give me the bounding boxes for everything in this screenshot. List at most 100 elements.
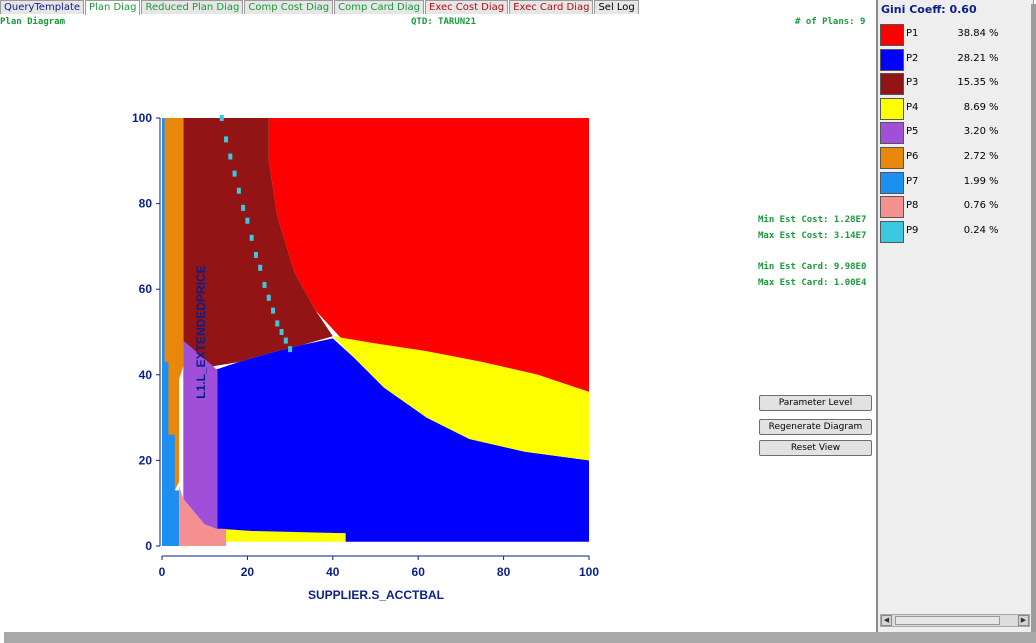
legend-swatch xyxy=(880,171,904,194)
legend-swatch xyxy=(880,196,904,219)
y-tick-label: 20 xyxy=(139,453,153,467)
legend-item-p6[interactable]: P6 2.72% xyxy=(880,147,1030,169)
plan-region-p3 xyxy=(183,118,333,367)
y-tick-label: 0 xyxy=(145,539,152,553)
scroll-left-icon[interactable]: ◀ xyxy=(881,615,892,626)
plan-region-p9-point xyxy=(224,136,229,143)
plan-region-p9-point xyxy=(258,264,263,271)
plan-region-p9-point xyxy=(245,217,250,224)
diagram-title: Plan Diagram xyxy=(0,17,66,27)
parameter-level-button[interactable]: Parameter Level xyxy=(759,395,872,411)
legend-plan-percentage: 28.21 xyxy=(957,52,986,64)
legend-item-p5[interactable]: P5 3.20% xyxy=(880,122,1030,145)
legend-percent-sign: % xyxy=(989,52,999,64)
legend-swatch xyxy=(880,24,904,46)
legend-plan-name: P1 xyxy=(906,28,919,39)
plan-region-p4 xyxy=(332,336,589,461)
plan-region-p9-point xyxy=(253,251,258,258)
legend-item-p1[interactable]: P1 38.84% xyxy=(880,24,1030,46)
legend-swatch xyxy=(880,48,904,71)
max-est-cost: Max Est Cost: 3.14E7 xyxy=(758,231,867,241)
legend-item-p9[interactable]: P9 0.24% xyxy=(880,220,1030,243)
x-tick-label: 0 xyxy=(159,565,166,579)
tab-exec-card-diag[interactable]: Exec Card Diag xyxy=(509,0,594,14)
legend-percent-sign: % xyxy=(989,101,999,113)
legend-percent-sign: % xyxy=(989,126,999,138)
plan-count-label: # of Plans: 9 xyxy=(795,17,866,27)
plan-region-p9-point xyxy=(262,281,267,288)
legend-percent-sign: % xyxy=(989,200,999,212)
legend-swatch xyxy=(880,97,904,120)
legend-item-p4[interactable]: P4 8.69% xyxy=(880,97,1030,120)
max-est-card: Max Est Card: 1.00E4 xyxy=(758,278,867,288)
x-tick-label: 100 xyxy=(579,565,599,579)
legend-item-p7[interactable]: P7 1.99% xyxy=(880,171,1030,194)
plan-region-p9-point xyxy=(249,234,254,241)
legend-plan-percentage: 0.76 xyxy=(963,200,986,212)
legend-item-p3[interactable]: P3 15.35% xyxy=(880,73,1030,96)
tab-plan-diag[interactable]: Plan Diag xyxy=(85,0,141,15)
tab-comp-cost-diag[interactable]: Comp Cost Diag xyxy=(244,0,334,14)
legend-plan-percentage: 8.69 xyxy=(963,101,986,113)
legend-plan-percentage: 3.20 xyxy=(963,126,986,138)
scrollbar-thumb[interactable] xyxy=(895,616,1000,625)
plan-region-p9-point xyxy=(271,307,276,314)
legend-horizontal-scrollbar[interactable]: ◀ ▶ xyxy=(880,614,1030,627)
legend-swatch xyxy=(880,220,904,243)
y-axis-label: L1.L_EXTENDEDPRICE xyxy=(194,265,208,398)
y-tick-label: 100 xyxy=(132,111,152,125)
min-est-cost: Min Est Cost: 1.28E7 xyxy=(758,215,867,225)
plan-region-p9-point xyxy=(275,320,280,327)
chart-axes: 0 20 40 60 80 100 0 20 40 60 80 100 xyxy=(132,111,599,579)
plan-region-p9-point xyxy=(241,204,246,211)
legend-percent-sign: % xyxy=(989,224,999,236)
tab-sel-log[interactable]: Sel Log xyxy=(594,0,639,14)
legend-swatch xyxy=(880,147,904,169)
x-tick-label: 40 xyxy=(326,565,340,579)
tab-reduced-plan-diag[interactable]: Reduced Plan Diag xyxy=(141,0,244,14)
tab-comp-card-diag[interactable]: Comp Card Diag xyxy=(334,0,425,14)
y-tick-label: 40 xyxy=(139,368,153,382)
plan-region-p9-point xyxy=(283,337,288,344)
legend-plan-percentage: 1.99 xyxy=(963,175,986,187)
query-template-label: QTD: TARUN21 xyxy=(411,17,477,27)
legend-swatch xyxy=(880,122,904,145)
plan-region-p5 xyxy=(183,340,218,529)
min-est-card: Min Est Card: 9.98E0 xyxy=(758,262,867,272)
window-shadow-right xyxy=(1031,4,1036,643)
legend-plan-name: P3 xyxy=(906,77,919,89)
plan-region-p9-point xyxy=(279,329,284,335)
plan-region-p9-point xyxy=(228,153,233,160)
legend-swatch xyxy=(880,73,904,96)
legend-item-p2[interactable]: P2 28.21% xyxy=(880,48,1030,71)
legend-item-p8[interactable]: P8 0.76% xyxy=(880,196,1030,219)
scroll-right-icon[interactable]: ▶ xyxy=(1018,615,1029,626)
legend-plan-name: P2 xyxy=(906,52,919,64)
legend-plan-percentage: 15.35 xyxy=(957,77,986,89)
x-tick-label: 60 xyxy=(412,565,426,579)
plan-region-p4 xyxy=(221,528,346,542)
reset-view-button[interactable]: Reset View xyxy=(759,440,872,456)
x-axis-label: SUPPLIER.S_ACCTBAL xyxy=(308,588,444,602)
legend-percent-sign: % xyxy=(989,28,999,39)
window-shadow-bottom xyxy=(4,632,1036,643)
tab-exec-cost-diag[interactable]: Exec Cost Diag xyxy=(425,0,509,14)
plan-region-p1 xyxy=(268,118,589,392)
y-tick-label: 60 xyxy=(139,282,153,296)
tab-querytemplate[interactable]: QueryTemplate xyxy=(0,0,85,14)
plan-region-p9-point xyxy=(219,115,224,121)
tab-strip: QueryTemplate Plan Diag Reduced Plan Diag C… xyxy=(0,0,640,15)
plan-region-p7 xyxy=(162,118,180,546)
plan-diagram-chart[interactable]: 0 20 40 60 80 100 0 20 40 60 80 100 SUPPLIER.S_ACCT… xyxy=(0,110,640,610)
plan-region-p2 xyxy=(213,338,589,542)
plan-region-p9-point xyxy=(266,294,271,301)
legend-plan-percentage: 0.24 xyxy=(963,224,986,236)
p9-points xyxy=(219,115,293,353)
gini-coefficient: Gini Coeff: 0.60 xyxy=(881,3,977,16)
legend-plan-percentage: 2.72 xyxy=(963,151,986,162)
legend-percent-sign: % xyxy=(989,151,999,162)
legend-panel: Gini Coeff: 0.60 P1 38.84% P2 28.21% P3 15.35… xyxy=(876,0,1034,632)
y-tick-label: 80 xyxy=(139,197,153,211)
regenerate-diagram-button[interactable]: Regenerate Diagram xyxy=(759,419,872,435)
plan-region-p8 xyxy=(179,486,227,546)
